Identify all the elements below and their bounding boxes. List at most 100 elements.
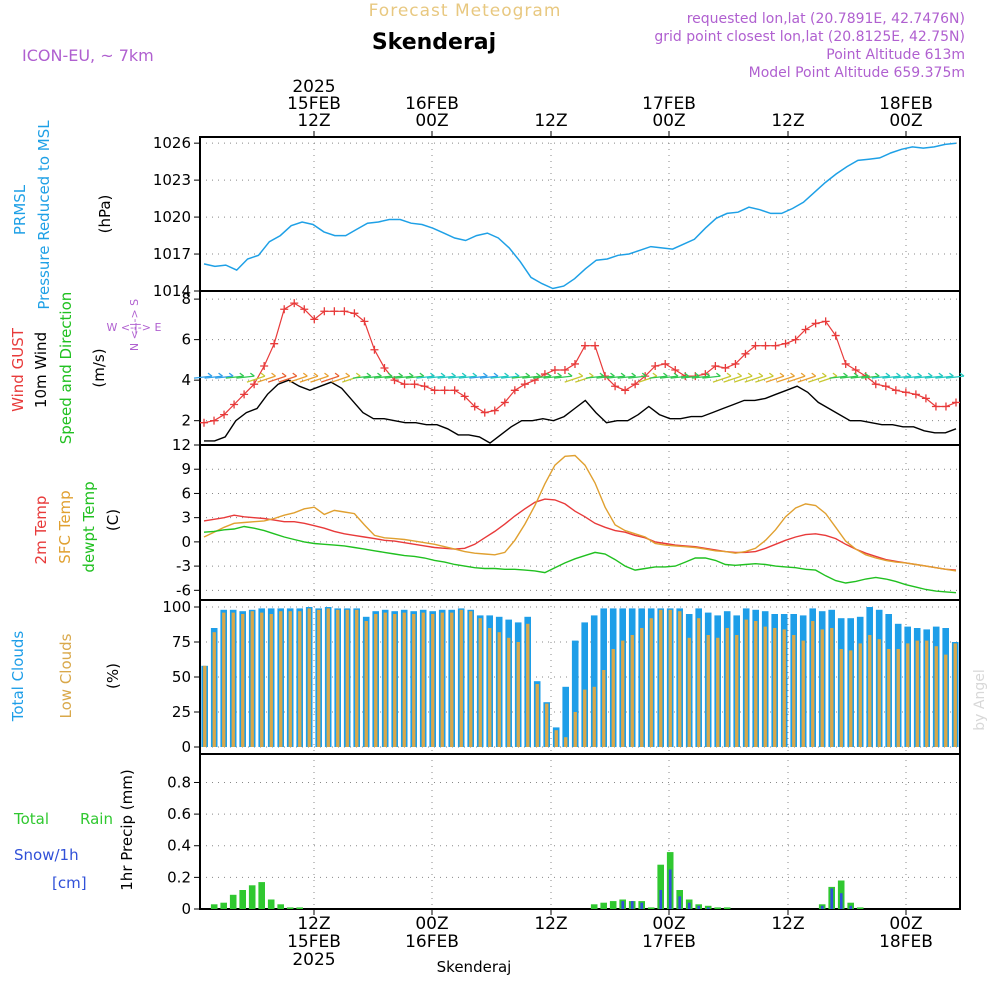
wind-barb bbox=[363, 372, 382, 379]
low-cloud-bar bbox=[773, 628, 777, 747]
gust-marker bbox=[200, 418, 208, 427]
ytick-label: 1017 bbox=[153, 245, 191, 263]
wind-barb bbox=[257, 372, 276, 383]
pressure-labels: PRMSL Pressure Reduced to MSL (hPa) bbox=[11, 120, 114, 310]
rain-bar bbox=[609, 901, 617, 909]
gust-marker bbox=[370, 345, 379, 354]
wind-barb bbox=[564, 372, 584, 383]
low-cloud-bar bbox=[839, 649, 843, 747]
low-cloud-bar bbox=[526, 623, 530, 747]
wind-barb bbox=[649, 372, 668, 379]
ytick-label: 8 bbox=[181, 290, 191, 308]
low-cloud-bar bbox=[241, 614, 245, 747]
low-cloud-bar bbox=[687, 637, 691, 747]
temp-unit: (C) bbox=[104, 509, 122, 531]
low-cloud-bar bbox=[725, 628, 729, 747]
model-altitude: Model Point Altitude 659.375m bbox=[749, 65, 965, 81]
ytick-label: 1023 bbox=[153, 171, 191, 189]
dewpt-label: dewpt Temp bbox=[80, 481, 98, 572]
gust-marker bbox=[621, 386, 630, 395]
precip-total-label: Total bbox=[13, 810, 49, 828]
wind-barb bbox=[426, 372, 446, 379]
total-cloud-bar bbox=[562, 686, 569, 747]
rain-bar bbox=[600, 902, 607, 909]
low-cloud-bar bbox=[801, 640, 805, 747]
ytick-label: 1014 bbox=[153, 282, 191, 300]
gust-marker bbox=[901, 388, 910, 397]
gust-marker bbox=[430, 386, 439, 395]
sfc-label: SFC Temp bbox=[56, 490, 74, 563]
gust-marker bbox=[500, 398, 509, 407]
low-cloud-bar bbox=[820, 629, 824, 747]
rain-bar bbox=[714, 907, 721, 909]
wind-barb bbox=[659, 372, 679, 379]
low-cloud-bar bbox=[374, 614, 378, 747]
snow-bar bbox=[687, 902, 691, 909]
wind-barb bbox=[373, 372, 393, 379]
gust-label: Wind GUST bbox=[9, 327, 27, 412]
precip-snow-label: Snow/1h bbox=[14, 846, 79, 864]
wind-barb bbox=[924, 372, 944, 379]
total-cloud-label: Total Clouds bbox=[9, 631, 27, 723]
gust-marker bbox=[460, 392, 469, 401]
low-cloud-bar bbox=[269, 614, 273, 747]
gust-marker bbox=[550, 366, 559, 375]
dewpt-line bbox=[203, 525, 957, 594]
top-time-label: 15FEB bbox=[287, 94, 341, 114]
wind-barb bbox=[501, 372, 520, 379]
wind-barb bbox=[850, 372, 870, 379]
gust-marker bbox=[360, 317, 369, 326]
low-cloud-bar bbox=[231, 612, 235, 747]
t2m-label: 2m Temp bbox=[32, 496, 50, 565]
wind-barb bbox=[405, 372, 425, 379]
low-cloud-bar bbox=[326, 608, 330, 747]
wind-barb bbox=[193, 372, 213, 379]
ytick-label: 1020 bbox=[153, 208, 191, 226]
wind-barb bbox=[628, 372, 647, 379]
gust-marker bbox=[570, 359, 579, 368]
ytick-label: 6 bbox=[181, 484, 191, 502]
gridpoint-lonlat: grid point closest lon,lat (20.8125E, 42… bbox=[654, 29, 965, 45]
panel-pressure: 1014 1017 1020 1023 1026 bbox=[153, 134, 961, 300]
ytick-label: 0.2 bbox=[167, 868, 191, 886]
ytick-label: 1026 bbox=[153, 134, 191, 152]
sfc-line bbox=[203, 454, 957, 572]
wind-barb bbox=[617, 372, 637, 379]
gust-marker bbox=[881, 382, 890, 391]
low-cloud-bar bbox=[545, 703, 549, 747]
rain-bar bbox=[856, 907, 864, 909]
low-cloud-bar bbox=[630, 635, 634, 747]
low-cloud-bar bbox=[431, 614, 435, 747]
wind-barb bbox=[416, 372, 435, 379]
low-cloud-bar bbox=[307, 608, 311, 747]
wind-barb bbox=[437, 372, 456, 379]
snow-bar bbox=[630, 901, 634, 909]
wind-barb bbox=[691, 372, 711, 379]
bottom-time-label: 00Z bbox=[889, 914, 922, 934]
gust-marker bbox=[801, 325, 810, 334]
gust-marker bbox=[260, 361, 269, 370]
low-cloud-bar bbox=[925, 640, 929, 747]
rain-bar bbox=[296, 907, 303, 909]
rain-bar bbox=[258, 882, 265, 909]
wind-barb bbox=[310, 372, 329, 383]
wind-barb bbox=[585, 372, 605, 379]
gust-marker bbox=[350, 309, 359, 318]
low-cloud-bar bbox=[849, 650, 853, 747]
panel-frame bbox=[199, 136, 961, 292]
snow-bar bbox=[640, 902, 644, 909]
wind-barb bbox=[871, 372, 891, 379]
gust-marker bbox=[831, 331, 840, 340]
wind-unit: (m/s) bbox=[90, 348, 108, 387]
low-cloud-bar bbox=[611, 649, 615, 747]
snow-bar bbox=[820, 905, 824, 909]
low-cloud-bar bbox=[402, 612, 406, 747]
wind-barb bbox=[289, 372, 308, 383]
low-cloud-bar bbox=[203, 665, 207, 747]
low-cloud-bar bbox=[953, 643, 957, 747]
ytick-label: 0.6 bbox=[167, 805, 191, 823]
low-cloud-bar bbox=[317, 609, 321, 747]
cloud-unit: (%) bbox=[104, 663, 122, 689]
wind-barb bbox=[543, 372, 562, 379]
gust-marker bbox=[871, 380, 880, 389]
